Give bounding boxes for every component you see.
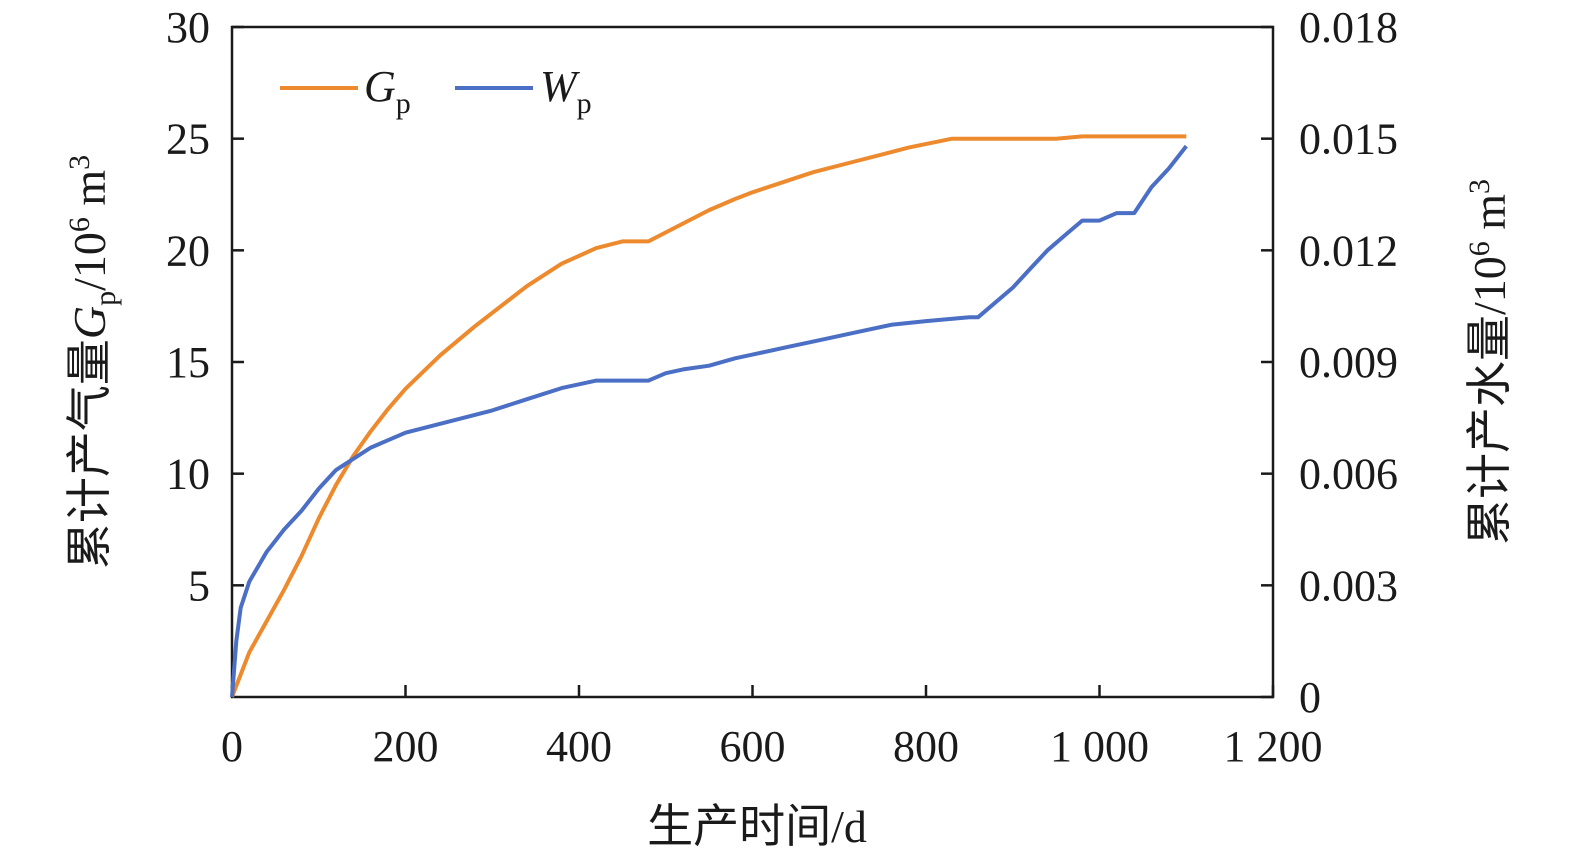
legend-label-wp-sub: p <box>577 87 592 120</box>
legend-label-gp-name: G <box>364 62 396 111</box>
x-tick-label: 400 <box>546 722 612 771</box>
y-right-title-unit-tail: m <box>1464 194 1515 242</box>
series-layer <box>230 134 1188 698</box>
y-right-tick-label: 0.009 <box>1299 338 1398 387</box>
y-left-title-unit: /10 <box>64 232 115 291</box>
y-left-title-subscript: p <box>89 291 122 306</box>
tick-label-layer: 0 200 400 600 800 1 000 1 200 5 10 15 20 25 30 0 0.003… <box>166 3 1398 771</box>
y-left-axis-title: 累计产气量Gp/106 m3 <box>63 155 122 569</box>
plot-frame <box>230 25 1275 699</box>
legend-label-wp: Wp <box>540 62 592 120</box>
y-left-title-unit-tail-exp: 3 <box>63 155 96 170</box>
x-tick-label: 600 <box>720 722 786 771</box>
y-left-tick-label: 5 <box>188 561 210 610</box>
y-left-tick-label: 15 <box>166 338 210 387</box>
y-left-tick-label: 25 <box>166 115 210 164</box>
y-right-tick-label: 0 <box>1299 673 1321 722</box>
y-left-tick-label: 20 <box>166 226 210 275</box>
y-right-title-unit-exp: 6 <box>1463 241 1496 256</box>
x-tick-label: 800 <box>893 722 959 771</box>
y-right-tick-label: 0.003 <box>1299 561 1398 610</box>
y-right-title-unit-tail-exp: 3 <box>1463 179 1496 194</box>
y-right-title-main: 累计产水量 <box>1464 315 1515 545</box>
x-axis-title: 生产时间/d <box>647 801 867 852</box>
y-right-title-unit: /10 <box>1464 256 1515 315</box>
series-line-gp <box>230 134 1187 698</box>
legend-label-gp: Gp <box>364 62 411 120</box>
y-left-title-symbol: G <box>64 306 115 339</box>
axes-layer <box>230 25 1275 699</box>
x-tick-label: 200 <box>373 722 439 771</box>
y-left-title-unit-tail: m <box>64 170 115 218</box>
legend: Gp Wp <box>280 62 592 120</box>
x-tick-label: 1 000 <box>1050 722 1149 771</box>
x-tick-label: 1 200 <box>1224 722 1323 771</box>
x-tick-label: 0 <box>221 722 243 771</box>
y-right-tick-label: 0.018 <box>1299 3 1398 52</box>
y-right-tick-label: 0.012 <box>1299 226 1398 275</box>
y-right-tick-label: 0.006 <box>1299 450 1398 499</box>
y-left-tick-label: 30 <box>166 3 210 52</box>
series-line-wp <box>230 144 1188 698</box>
legend-label-gp-sub: p <box>396 87 411 120</box>
y-right-tick-label: 0.015 <box>1299 115 1398 164</box>
y-left-title-main: 累计产气量 <box>64 339 115 569</box>
y-left-tick-label: 10 <box>166 450 210 499</box>
y-right-axis-title: 累计产水量/106 m3 <box>1463 179 1515 545</box>
legend-label-wp-name: W <box>540 62 580 111</box>
y-left-title-unit-exp: 6 <box>63 217 96 232</box>
